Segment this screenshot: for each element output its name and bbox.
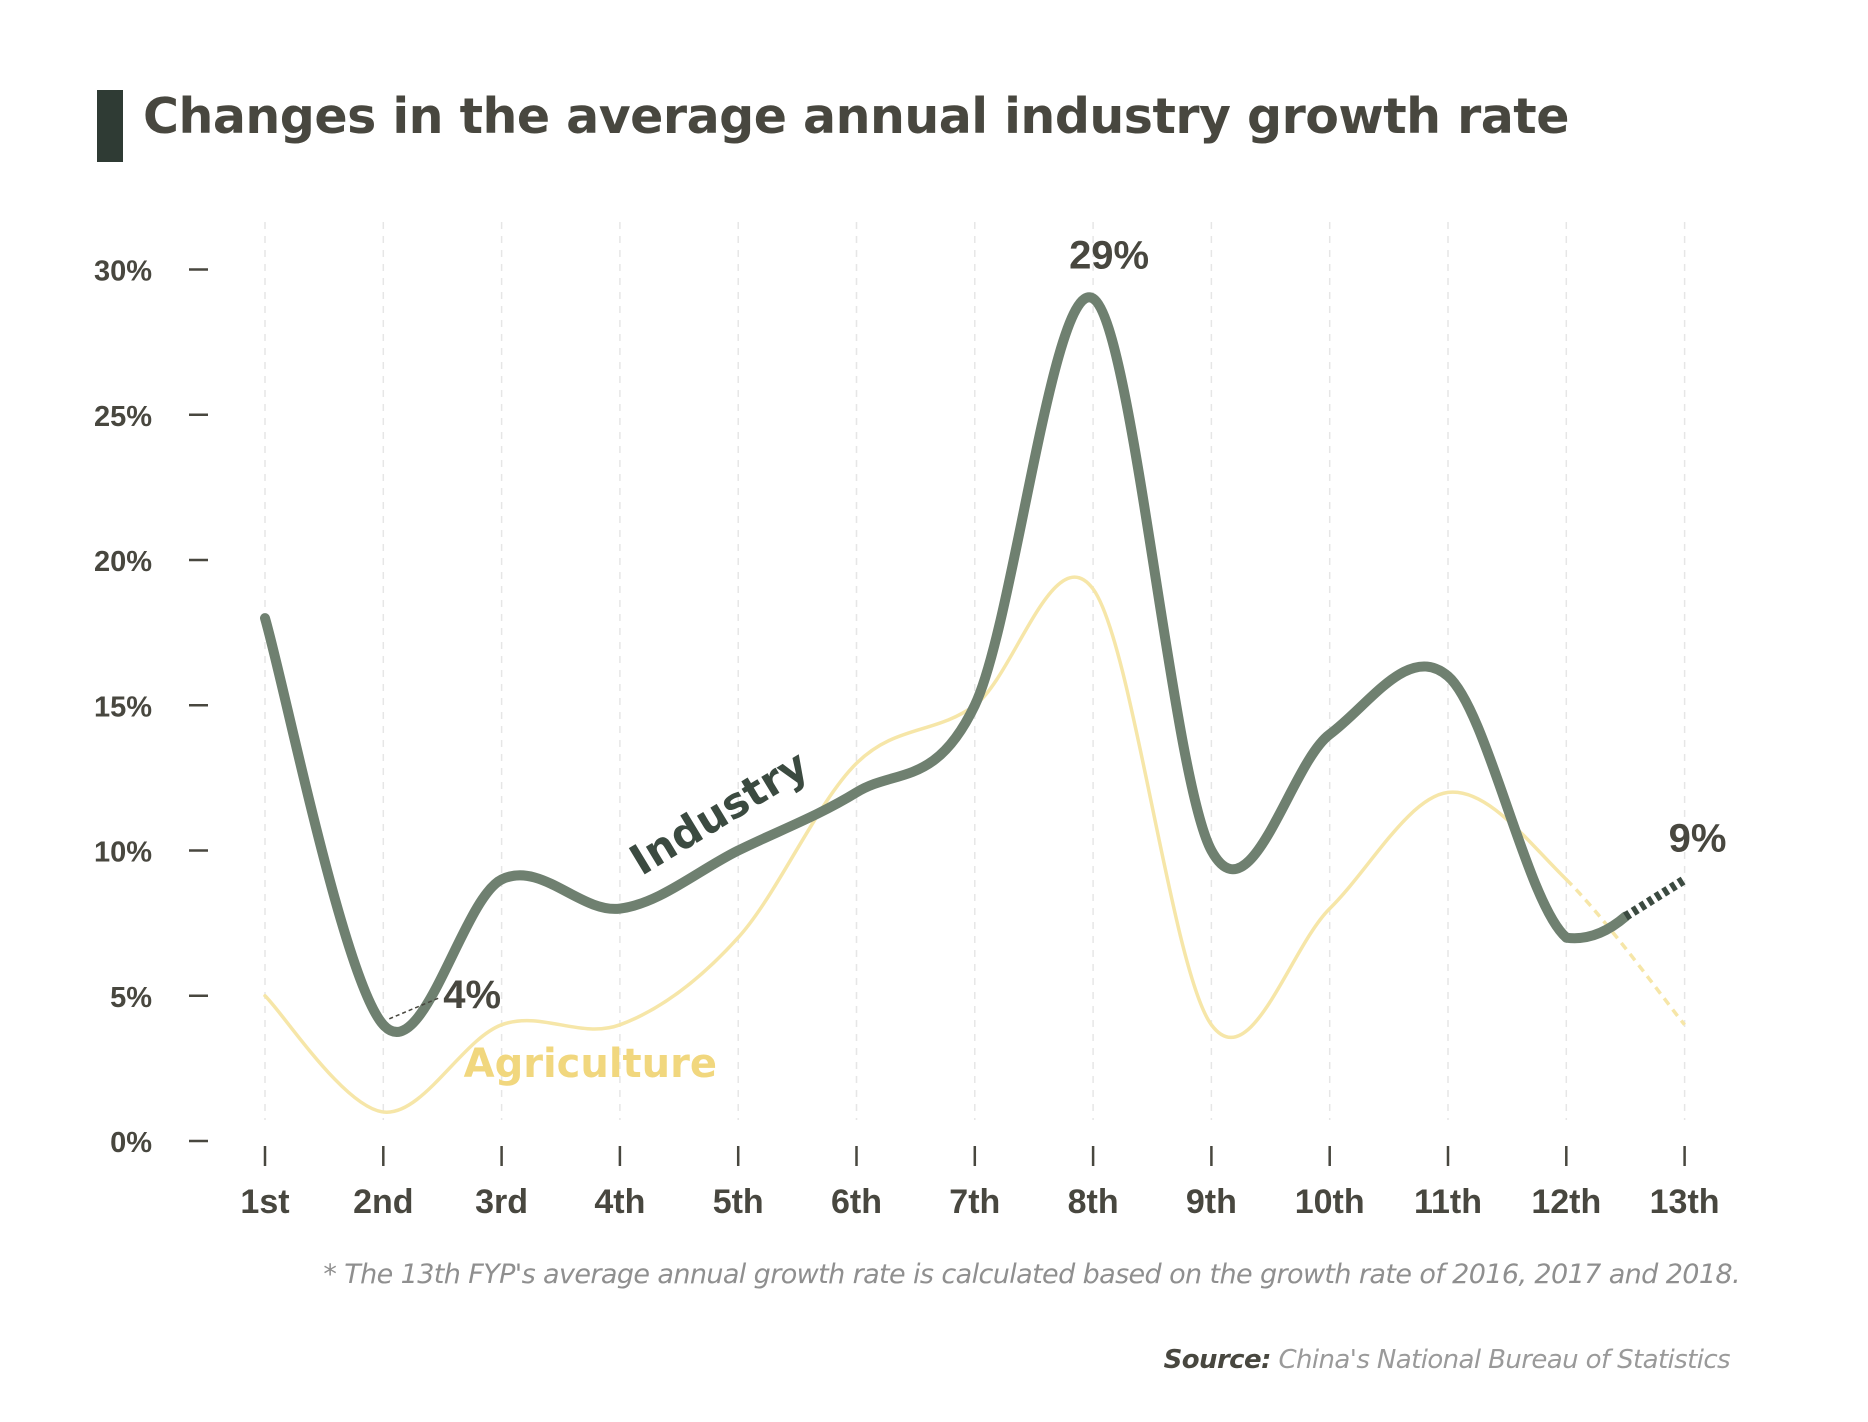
y-tick-label-10: 10% (94, 837, 152, 869)
annotation-value-8th: 29% (1069, 234, 1149, 278)
title-accent-bar (97, 90, 123, 162)
x-tick-label-12th: 12th (1531, 1183, 1601, 1221)
chart-title: Changes in the average annual industry g… (143, 88, 1569, 145)
series-line-agriculture-dashed (1565, 878, 1686, 1026)
x-tick-label-6th: 6th (831, 1183, 882, 1221)
x-tick-label-5th: 5th (713, 1183, 764, 1221)
y-tick-label-0: 0% (110, 1127, 152, 1159)
x-tick-label-7th: 7th (949, 1183, 1000, 1221)
source-value: China's National Bureau of Statistics (1278, 1345, 1731, 1375)
source-label: Source: (1163, 1345, 1272, 1375)
annotation-value-13th: 9% (1669, 817, 1727, 861)
y-tick-label-30: 30% (94, 256, 152, 288)
y-tick-label-15: 15% (94, 691, 152, 723)
series-line-industry-dashed (1623, 875, 1687, 921)
y-tick-label-25: 25% (94, 401, 152, 433)
series-line-agriculture (263, 575, 1569, 1114)
y-axis: 0% 5% 10% 15% 20% 25% 30% (94, 256, 208, 1159)
x-tick-label-4th: 4th (594, 1183, 645, 1221)
series-layer (260, 292, 1687, 1114)
x-tick-label-11th: 11th (1414, 1183, 1482, 1221)
series-line-industry (260, 292, 1572, 1037)
x-tick-label-3rd: 3rd (475, 1183, 528, 1221)
source-line: Source: China's National Bureau of Stati… (1163, 1345, 1731, 1375)
x-axis: 1st 2nd 3rd 4th 5th 6th 7th 8th 9th 10th 11th 12th 1… (240, 1146, 1720, 1221)
x-tick-label-2nd: 2nd (353, 1183, 413, 1221)
footnote: * The 13th FYP's average annual growth r… (323, 1259, 1740, 1290)
x-tick-label-1st: 1st (240, 1183, 289, 1221)
x-tick-label-8th: 8th (1068, 1183, 1119, 1221)
y-tick-label-5: 5% (110, 982, 152, 1014)
x-tick-label-13th: 13th (1650, 1183, 1720, 1221)
x-tick-label-10th: 10th (1295, 1183, 1365, 1221)
series-label-agriculture: Agriculture (464, 1041, 717, 1087)
y-tick-label-20: 20% (94, 546, 152, 578)
annotation-value-2nd: 4% (443, 973, 501, 1017)
annotation-leader-line (389, 997, 440, 1020)
x-tick-label-9th: 9th (1186, 1183, 1237, 1221)
series-line-industry-tail (1561, 911, 1631, 944)
